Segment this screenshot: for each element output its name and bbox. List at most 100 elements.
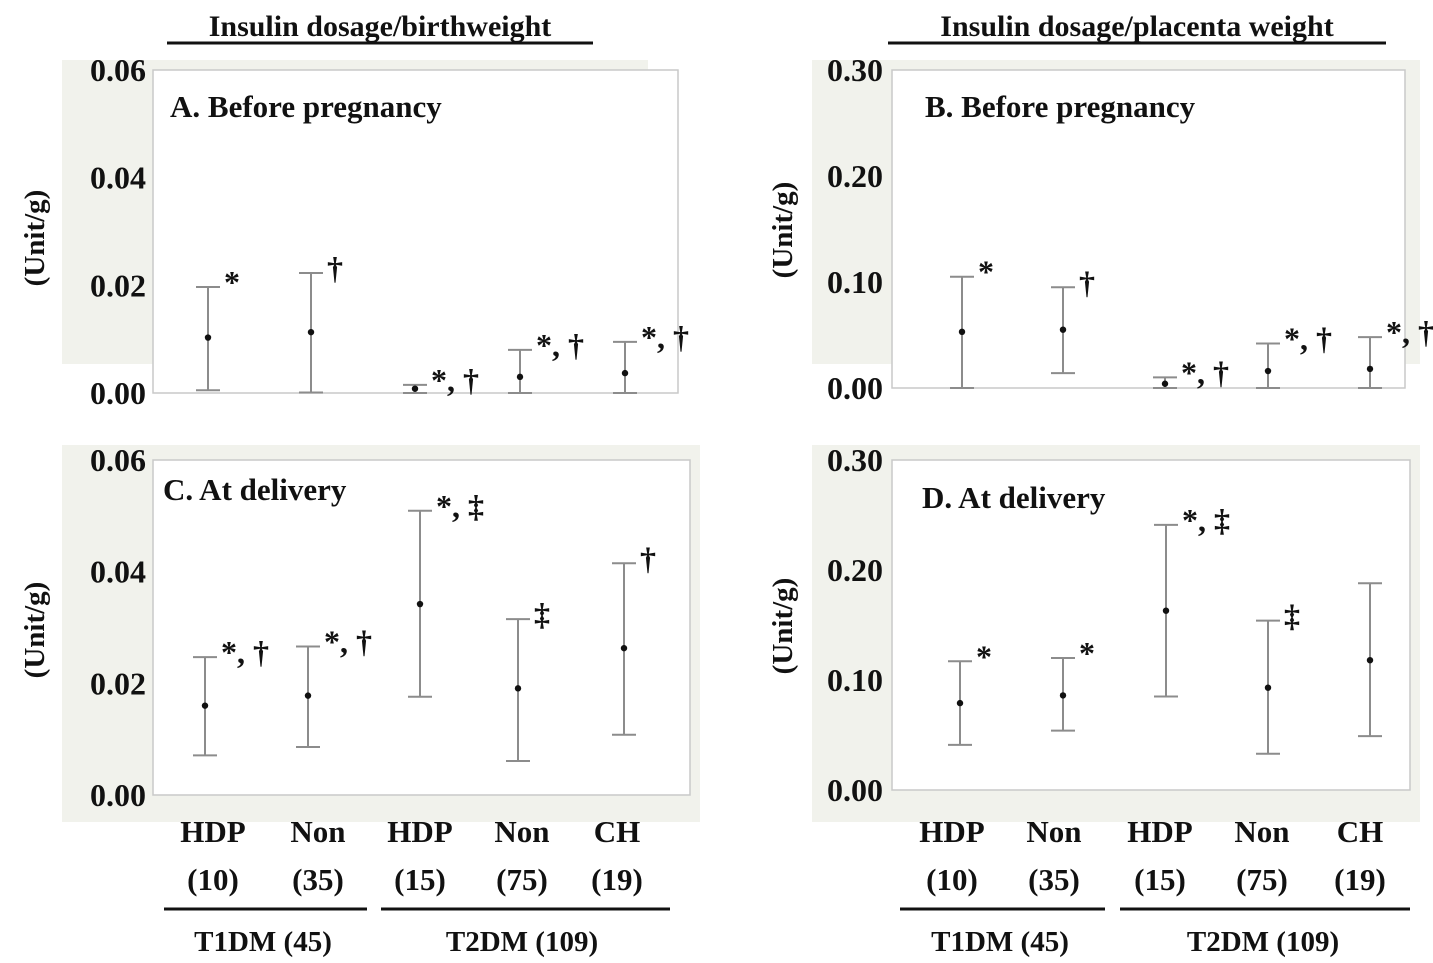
significance-marker: *, † <box>1181 354 1229 390</box>
median-point <box>958 328 966 336</box>
significance-marker: *, ‡ <box>1182 502 1230 538</box>
significance-marker: *, ‡ <box>436 488 484 524</box>
category-n: (75) <box>496 862 548 897</box>
category-name: CH <box>594 814 641 849</box>
median-point <box>1366 657 1374 664</box>
median-point <box>411 385 419 392</box>
median-point <box>1264 684 1272 691</box>
y-tick-label: 0.04 <box>90 160 146 196</box>
category-n: (19) <box>591 862 643 897</box>
group-label-t1dm: T1DM (45) <box>194 926 332 958</box>
y-tick-label: 0.20 <box>827 552 883 588</box>
median-point <box>1059 326 1067 333</box>
chart-panel: 0.00 0.10 0.20 0.30 (Unit/g) B. Before pregna… <box>767 52 1433 406</box>
median-point <box>1366 365 1374 373</box>
significance-marker: * <box>978 254 994 290</box>
median-point <box>304 692 312 699</box>
y-tick-label: 0.30 <box>827 52 883 88</box>
y-tick-label: 0.02 <box>90 665 146 701</box>
median-point <box>307 328 315 336</box>
median-point <box>204 334 212 341</box>
chart-panel: 0.00 0.02 0.04 0.06 (Unit/g) C. At delivery *,… <box>19 442 700 822</box>
group-label-t2dm: T2DM (109) <box>1187 926 1339 958</box>
category-name: HDP <box>919 814 985 849</box>
y-tick-label: 0.00 <box>827 370 883 406</box>
y-tick-label: 0.00 <box>90 777 146 813</box>
chart-panel: 0.00 0.02 0.04 0.06 (Unit/g) A. Before pregna… <box>19 52 689 411</box>
y-tick-label: 0.06 <box>90 52 146 88</box>
plot-area <box>891 459 1411 791</box>
y-tick-label: 0.30 <box>827 442 883 478</box>
median-point <box>621 369 629 377</box>
median-point <box>620 644 628 652</box>
group-label-t2dm: T2DM (109) <box>446 926 598 958</box>
y-tick-label: 0.10 <box>827 662 883 698</box>
median-point <box>956 699 964 707</box>
category-name: HDP <box>180 814 246 849</box>
panel-title: A. Before pregnancy <box>170 89 442 124</box>
median-point <box>1162 607 1170 614</box>
y-tick-label: 0.06 <box>90 442 146 478</box>
significance-marker: *, † <box>324 623 372 659</box>
significance-marker: *, † <box>1386 314 1433 350</box>
y-tick-label: 0.20 <box>827 158 883 194</box>
significance-marker: *, † <box>641 319 689 355</box>
y-tick-label: 0.00 <box>90 375 146 411</box>
category-n: (35) <box>1028 862 1080 897</box>
category-name: HDP <box>387 814 453 849</box>
y-tick-label: 0.02 <box>90 267 146 303</box>
category-name: Non <box>1234 814 1289 849</box>
category-name: Non <box>1026 814 1081 849</box>
y-tick-label: 0.10 <box>827 264 883 300</box>
panel-title: B. Before pregnancy <box>925 89 1196 124</box>
significance-marker: *, † <box>536 327 584 363</box>
column-title-left: Insulin dosage/birthweight <box>209 10 552 43</box>
chart-panel: 0.00 0.10 0.20 0.30 (Unit/g) D. At delivery * *… <box>767 442 1420 822</box>
category-axis-left: HDP (10) Non (35) HDP (15) Non (75) CH (… <box>164 814 670 958</box>
significance-marker: * <box>1079 635 1095 671</box>
median-point <box>1161 380 1169 387</box>
y-axis-label: (Unit/g) <box>767 578 799 675</box>
median-point <box>416 600 424 608</box>
significance-marker: *, † <box>1284 320 1332 356</box>
median-point <box>201 702 209 709</box>
median-point <box>1264 367 1272 375</box>
category-n: (35) <box>292 862 344 897</box>
y-axis-label: (Unit/g) <box>19 190 51 287</box>
significance-marker: *, † <box>431 362 479 398</box>
median-point <box>1059 692 1067 699</box>
category-name: HDP <box>1127 814 1193 849</box>
category-n: (10) <box>187 862 239 897</box>
column-title-right: Insulin dosage/placenta weight <box>940 10 1333 43</box>
y-tick-label: 0.00 <box>827 772 883 808</box>
panel-title: C. At delivery <box>163 472 347 507</box>
median-point <box>514 685 522 692</box>
significance-marker: † <box>640 540 656 576</box>
y-axis-label: (Unit/g) <box>19 582 51 679</box>
category-name: Non <box>290 814 345 849</box>
median-point <box>516 373 524 381</box>
panels: 0.00 0.02 0.04 0.06 (Unit/g) A. Before pregna… <box>19 52 1433 822</box>
plot-area <box>152 459 691 796</box>
category-name: Non <box>494 814 549 849</box>
category-n: (10) <box>926 862 978 897</box>
significance-marker: * <box>976 638 992 674</box>
category-n: (19) <box>1334 862 1386 897</box>
plot-area <box>891 69 1406 389</box>
significance-marker: ‡ <box>534 596 550 632</box>
category-n: (15) <box>1134 862 1186 897</box>
category-n: (75) <box>1236 862 1288 897</box>
group-label-t1dm: T1DM (45) <box>931 926 1069 958</box>
significance-marker: * <box>224 264 240 300</box>
category-name: CH <box>1337 814 1384 849</box>
plot-area <box>152 69 679 394</box>
y-axis-label: (Unit/g) <box>767 182 799 279</box>
significance-marker: † <box>327 250 343 286</box>
panel-title: D. At delivery <box>922 480 1106 515</box>
significance-marker: † <box>1079 264 1095 300</box>
significance-marker: *, † <box>221 634 269 670</box>
category-axis-right: HDP (10) Non (35) HDP (15) Non (75) CH (… <box>900 814 1410 958</box>
category-n: (15) <box>394 862 446 897</box>
significance-marker: ‡ <box>1284 598 1300 634</box>
